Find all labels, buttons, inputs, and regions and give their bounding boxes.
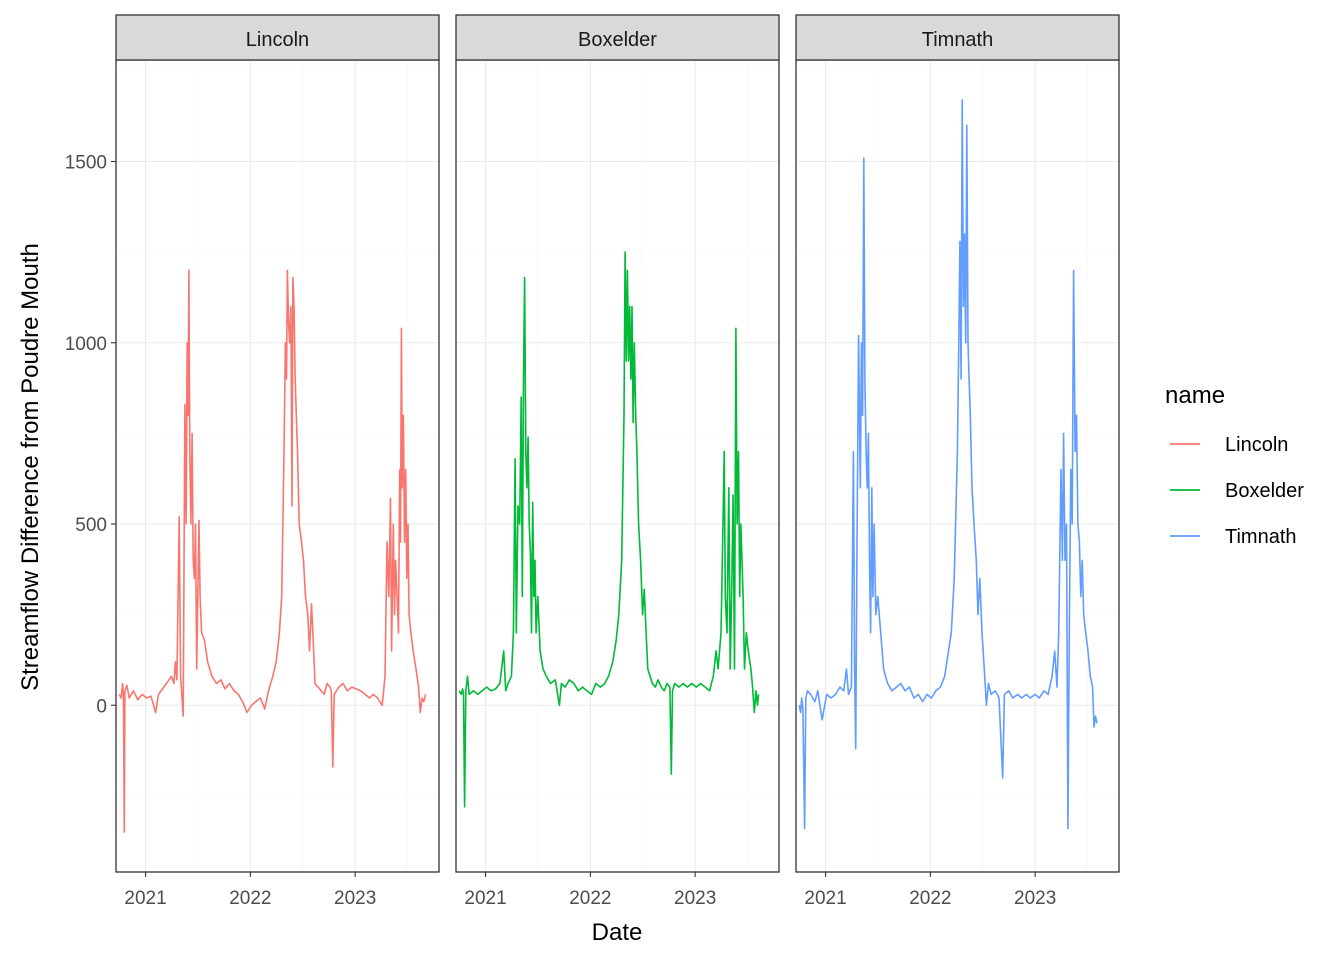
facet-strip-label: Boxelder [578, 29, 657, 51]
legend-label: Boxelder [1225, 480, 1304, 502]
panel-background [456, 60, 779, 872]
x-tick-label: 2021 [464, 888, 506, 909]
y-axis-title: Streamflow Difference from Poudre Mouth [17, 243, 44, 691]
legend-items: Lincoln Boxelder Timnath [1170, 434, 1304, 548]
y-tick-label: 0 [96, 696, 107, 717]
facet-panel-lincoln: Lincoln 2021 2022 2023 0 500 1000 1500 [65, 14, 440, 909]
y-tick-label: 1000 [65, 334, 107, 355]
x-tick-label: 2022 [229, 888, 271, 909]
x-axis-title: Date [592, 919, 643, 946]
series-line-timnath [798, 99, 1098, 830]
x-tick-label: 2023 [1014, 888, 1056, 909]
series-line-boxelder [458, 251, 760, 808]
y-tick-label: 500 [75, 515, 107, 536]
facet-panel-boxelder: Boxelder 2021 2022 2023 [455, 14, 780, 909]
x-tick-label: 2021 [804, 888, 846, 909]
x-tick-label: 2022 [909, 888, 951, 909]
legend-item-boxelder: Boxelder [1170, 480, 1304, 502]
series-line-lincoln [118, 269, 427, 833]
facet-strip [455, 14, 780, 61]
x-tick-label: 2023 [334, 888, 376, 909]
facet-strip-label: Timnath [922, 29, 994, 51]
facet-strip [795, 14, 1120, 61]
facet-strip-label: Lincoln [246, 29, 309, 51]
y-tick-label: 1500 [65, 153, 107, 174]
legend: name Lincoln Boxelder Timnath [1165, 382, 1304, 548]
legend-title: name [1165, 382, 1225, 409]
legend-item-timnath: Timnath [1170, 526, 1297, 548]
facet-panel-timnath: Timnath 2021 2022 2023 [795, 14, 1120, 909]
legend-label: Timnath [1225, 526, 1297, 548]
facet-strip [115, 14, 440, 61]
x-tick-label: 2023 [674, 888, 716, 909]
x-tick-label: 2021 [124, 888, 166, 909]
x-tick-label: 2022 [569, 888, 611, 909]
legend-label: Lincoln [1225, 434, 1288, 456]
panel-background [116, 60, 439, 872]
legend-item-lincoln: Lincoln [1170, 434, 1288, 456]
panels-layer: Lincoln 2021 2022 2023 0 500 1000 1500 Boxelder 2… [65, 14, 1120, 909]
